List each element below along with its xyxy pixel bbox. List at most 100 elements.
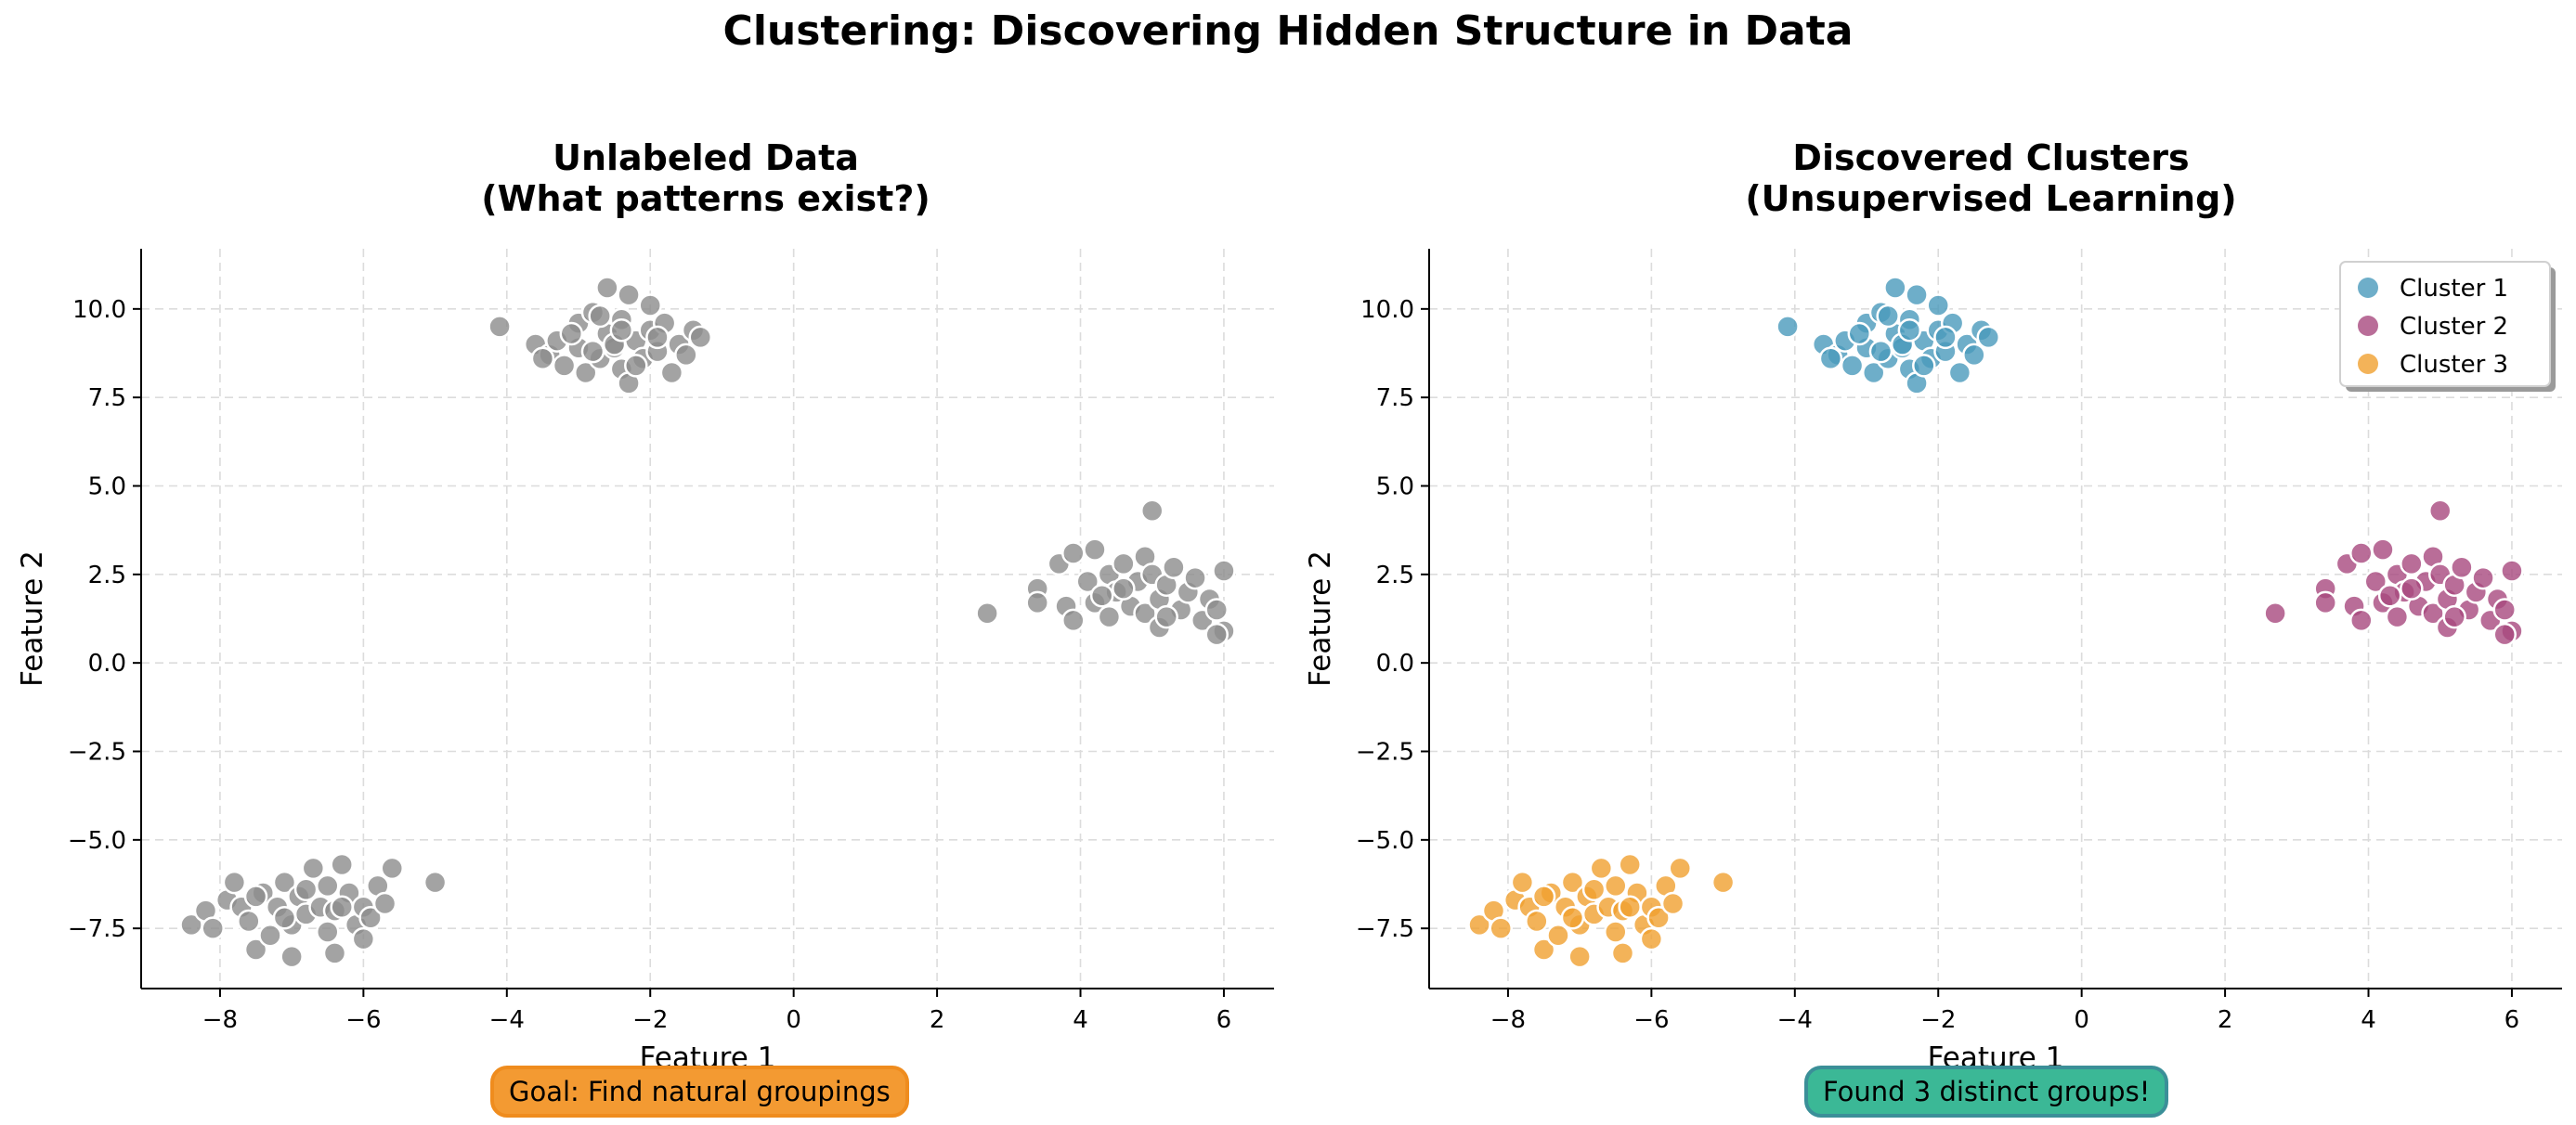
data-point <box>1912 354 1936 378</box>
y-tick-label: 0.0 <box>1376 650 1414 678</box>
right-y-axis-label: Feature 2 <box>1304 550 1337 687</box>
data-point <box>1776 315 1800 339</box>
data-point <box>674 343 698 368</box>
data-point <box>1525 909 1549 934</box>
data-point <box>1897 317 1922 343</box>
data-point <box>2400 576 2424 601</box>
data-point <box>659 360 684 385</box>
data-point <box>1183 565 1207 590</box>
data-point <box>2492 622 2517 647</box>
x-tick-label: 4 <box>2361 1006 2376 1034</box>
x-tick-label: 6 <box>2504 1006 2520 1034</box>
data-point <box>2349 608 2374 633</box>
data-point <box>1876 304 1900 329</box>
data-point <box>316 873 340 899</box>
data-point <box>1097 604 1122 629</box>
x-tick-label: 2 <box>930 1006 945 1034</box>
right-legend: Cluster 1 Cluster 2 Cluster 3 <box>2339 261 2556 392</box>
y-tick-label: 0.0 <box>88 650 126 678</box>
data-point <box>1154 604 1178 629</box>
data-point <box>645 325 670 350</box>
x-tick-label: 0 <box>786 1006 801 1034</box>
data-point <box>1089 583 1114 608</box>
data-point <box>1610 941 1635 965</box>
legend-marker <box>2358 354 2378 374</box>
y-tick-label: 7.5 <box>88 384 126 412</box>
x-tick-label: −4 <box>489 1006 525 1034</box>
data-point <box>1840 354 1865 378</box>
x-tick-label: −8 <box>1490 1006 1526 1034</box>
x-tick-label: −4 <box>1777 1006 1813 1034</box>
right-panel-title-line2: (Unsupervised Learning) <box>1745 178 2237 219</box>
data-point <box>280 944 304 969</box>
data-point <box>243 938 268 962</box>
data-point <box>243 885 268 909</box>
data-point <box>1568 944 1592 969</box>
data-point <box>1618 852 1642 877</box>
data-point <box>1926 293 1950 317</box>
data-point <box>1646 905 1671 930</box>
data-point <box>1025 590 1049 615</box>
data-point <box>638 293 662 317</box>
data-point <box>372 891 397 916</box>
data-point <box>1112 576 1136 601</box>
data-point <box>330 852 354 877</box>
data-point <box>588 304 612 329</box>
y-tick-label: 5.0 <box>88 472 126 500</box>
data-point <box>1083 537 1107 562</box>
data-point <box>2427 498 2452 523</box>
data-point <box>1075 569 1099 594</box>
data-point <box>1560 870 1585 895</box>
y-tick-label: −7.5 <box>68 915 126 943</box>
data-point <box>1560 905 1585 930</box>
data-point <box>1212 559 1236 583</box>
data-point <box>1162 555 1186 579</box>
data-point <box>1061 541 1086 565</box>
data-point <box>1204 622 1229 647</box>
data-point <box>2500 559 2524 583</box>
data-point <box>559 321 584 346</box>
left-panel-title-line2: (What patterns exist?) <box>481 178 930 219</box>
y-tick-label: −7.5 <box>1356 915 1414 943</box>
x-tick-label: 4 <box>1073 1006 1088 1034</box>
data-point <box>316 920 340 944</box>
legend-label: Cluster 1 <box>2400 275 2508 303</box>
data-point <box>1618 895 1642 920</box>
data-point <box>573 360 598 385</box>
data-point <box>552 354 577 378</box>
data-point <box>301 856 326 881</box>
y-tick-label: 10.0 <box>1360 296 1414 324</box>
data-point <box>1531 938 1556 962</box>
legend-marker <box>2358 316 2378 336</box>
data-point <box>201 916 225 940</box>
data-point <box>1660 891 1685 916</box>
right-panel-title-line1: Discovered Clusters <box>1792 137 2190 178</box>
data-point <box>2263 601 2287 626</box>
x-tick-label: −2 <box>1920 1006 1956 1034</box>
data-point <box>1204 598 1229 622</box>
data-point <box>580 339 605 364</box>
data-point <box>2371 537 2395 562</box>
y-tick-label: −5.0 <box>1356 827 1414 855</box>
x-tick-label: 0 <box>2074 1006 2089 1034</box>
y-tick-label: 2.5 <box>1376 562 1414 589</box>
data-point <box>1883 276 1907 300</box>
data-point <box>380 856 405 881</box>
x-tick-label: −6 <box>1633 1006 1669 1034</box>
data-point <box>2400 551 2424 576</box>
data-point <box>322 941 347 965</box>
data-point <box>1510 870 1535 895</box>
data-point <box>1868 339 1893 364</box>
data-point <box>975 601 999 626</box>
data-point <box>617 282 641 307</box>
left-panel-title-line1: Unlabeled Data <box>553 137 859 178</box>
legend-label: Cluster 2 <box>2400 313 2508 341</box>
result-callout: Found 3 distinct groups! <box>1804 1066 2169 1118</box>
x-tick-label: 6 <box>1216 1006 1232 1034</box>
data-point <box>1581 877 1607 901</box>
data-point <box>2492 598 2517 622</box>
legend-box <box>2339 261 2551 387</box>
data-point <box>1546 924 1570 948</box>
data-point <box>1668 856 1693 881</box>
